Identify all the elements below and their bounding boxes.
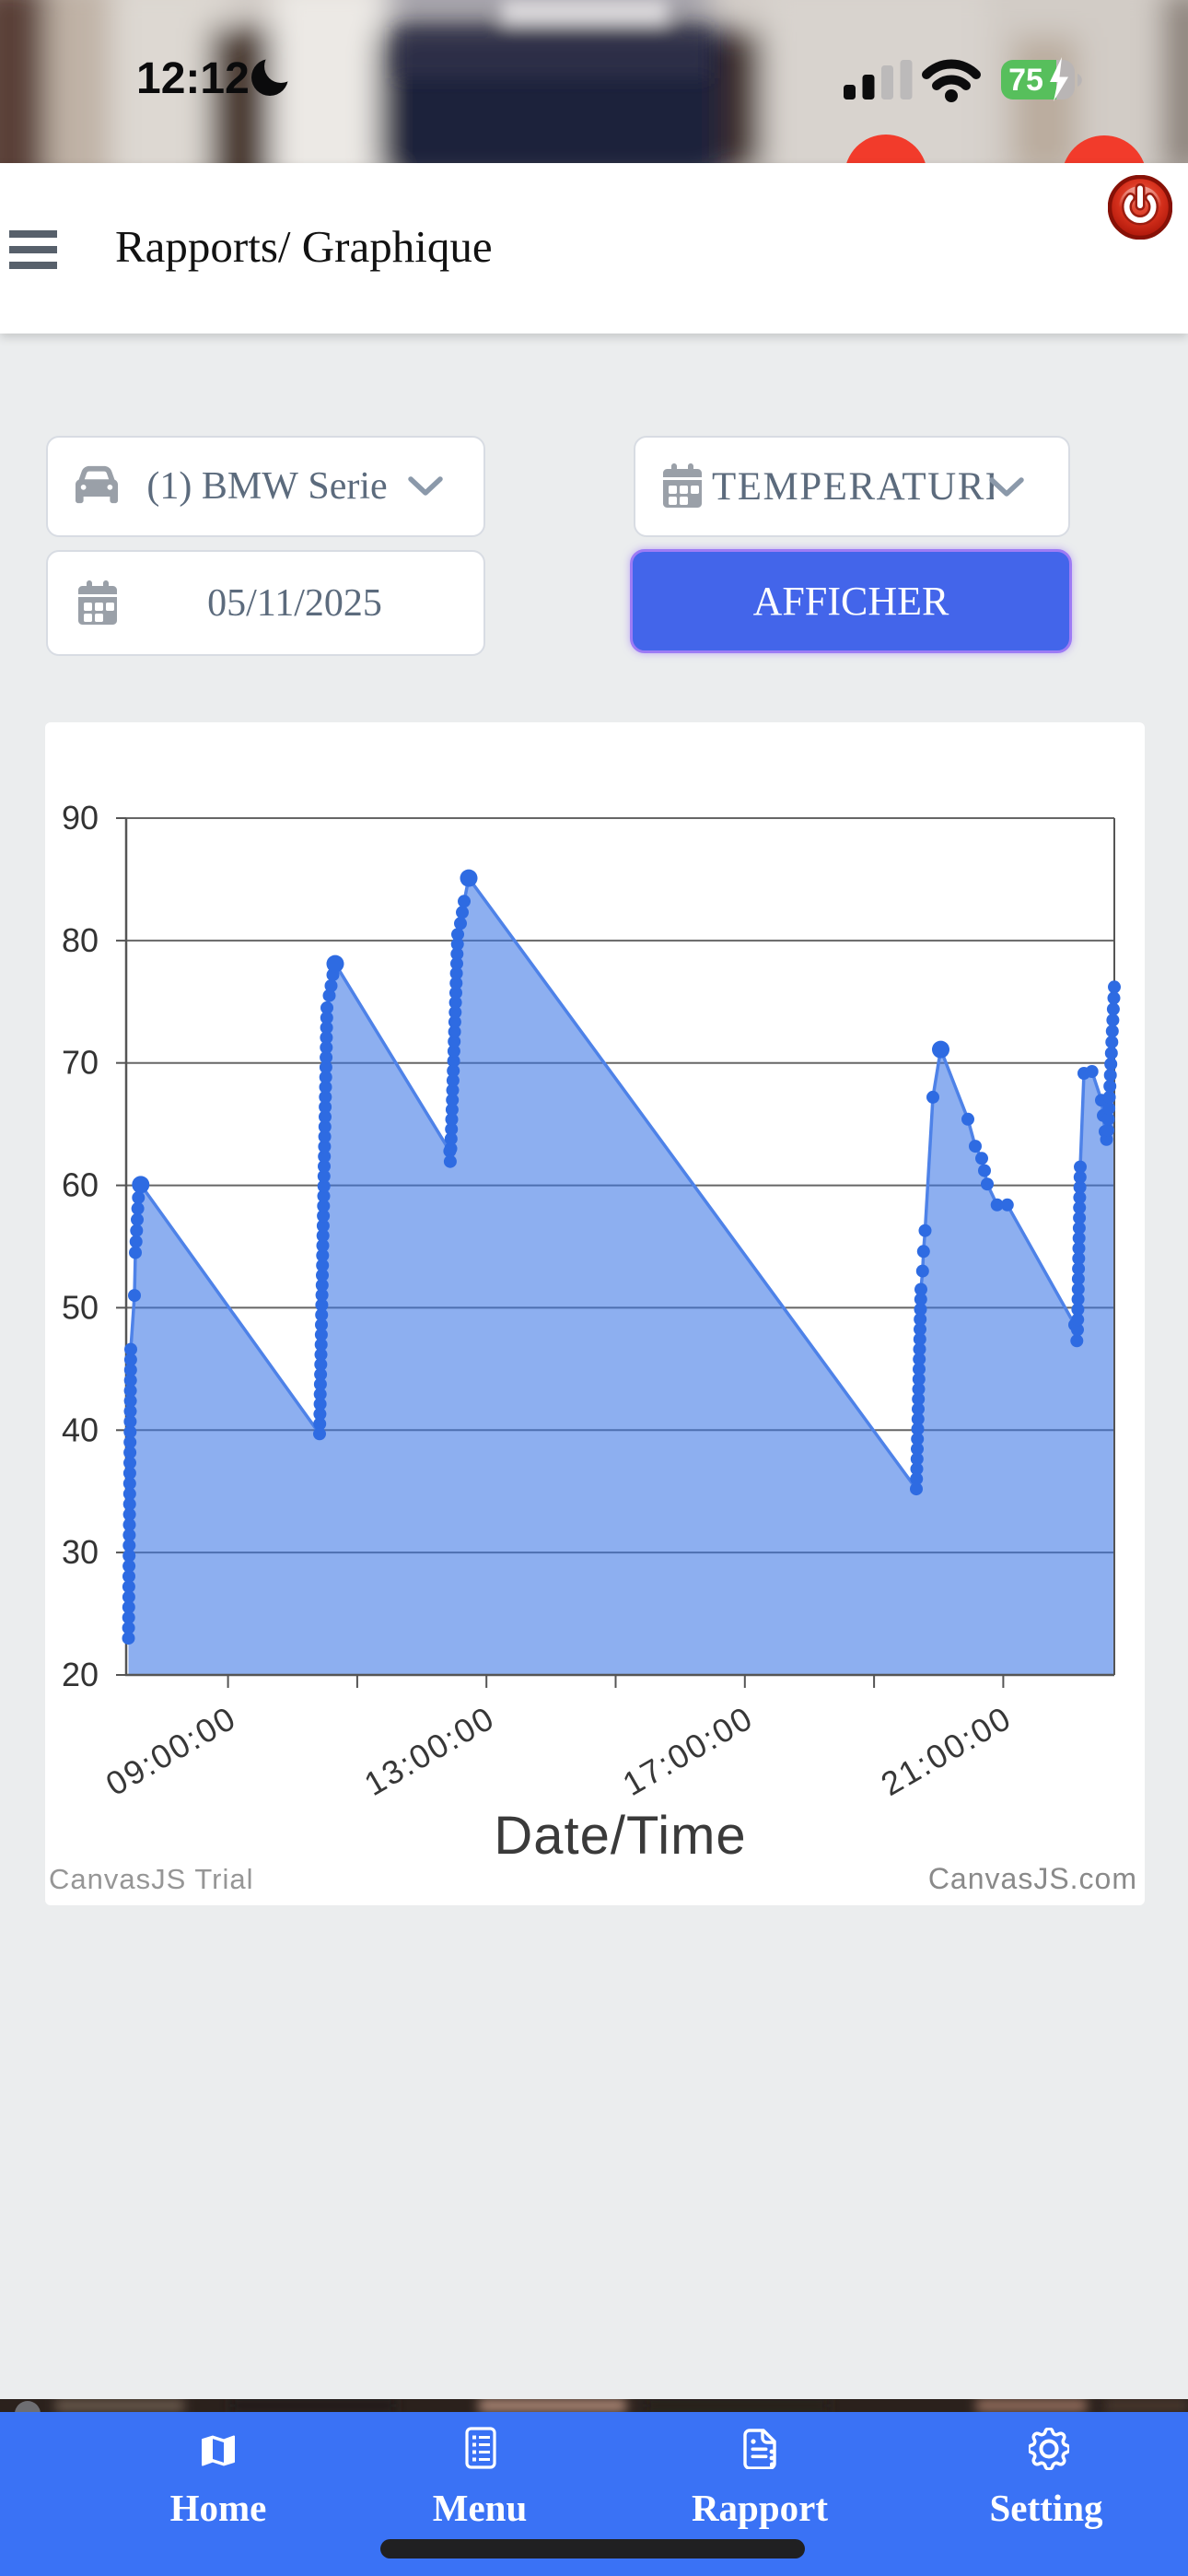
svg-text:20: 20 xyxy=(62,1656,99,1693)
svg-text:50: 50 xyxy=(62,1288,99,1326)
svg-text:CanvasJS.com: CanvasJS.com xyxy=(928,1862,1137,1895)
svg-text:70: 70 xyxy=(62,1044,99,1082)
svg-text:17:00:00: 17:00:00 xyxy=(616,1698,760,1803)
svg-text:12:12: 12:12 xyxy=(136,54,250,103)
svg-text:09:00:00: 09:00:00 xyxy=(99,1698,243,1803)
svg-text:30: 30 xyxy=(62,1533,99,1571)
svg-text:13:00:00: 13:00:00 xyxy=(357,1698,501,1803)
svg-text:CanvasJS Trial: CanvasJS Trial xyxy=(49,1863,253,1895)
svg-text:80: 80 xyxy=(62,921,99,959)
svg-text:40: 40 xyxy=(62,1411,99,1448)
svg-text:75: 75 xyxy=(1008,63,1043,98)
svg-text:21:00:00: 21:00:00 xyxy=(875,1698,1019,1803)
svg-text:60: 60 xyxy=(62,1166,99,1204)
svg-text:Date/Time: Date/Time xyxy=(494,1806,746,1866)
svg-text:90: 90 xyxy=(62,799,99,837)
